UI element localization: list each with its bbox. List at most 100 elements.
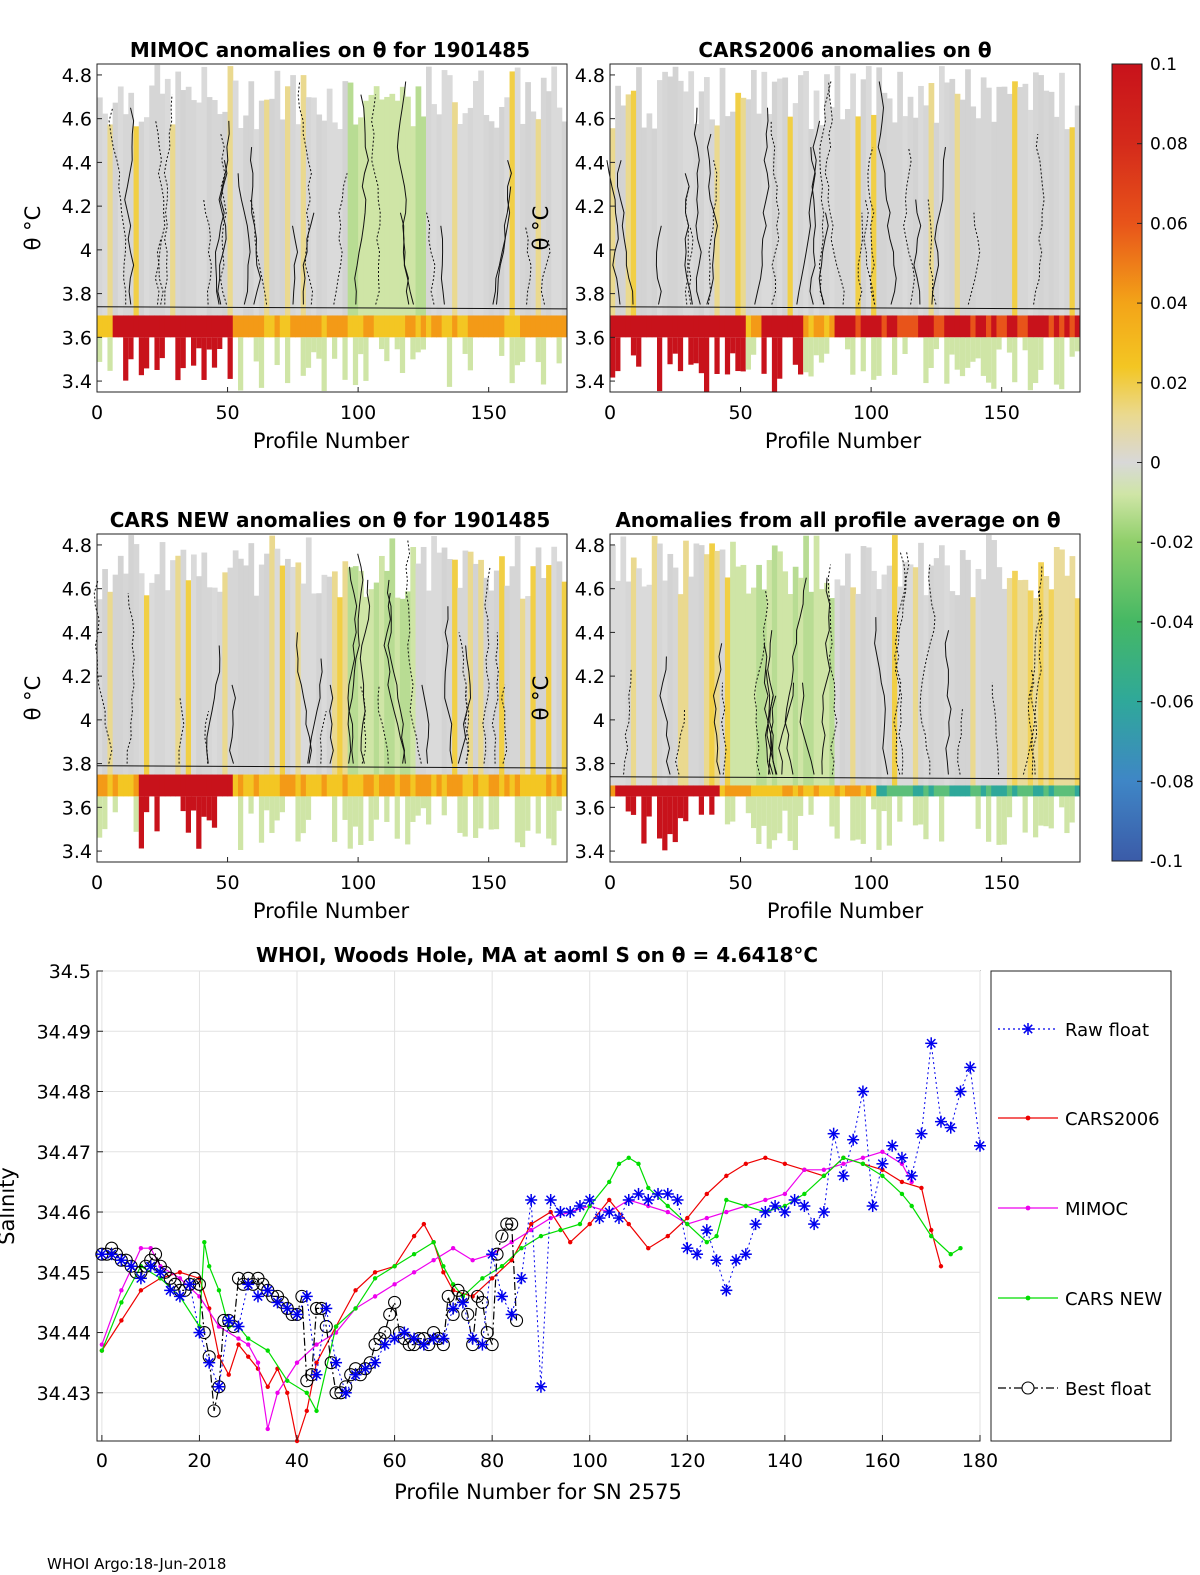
heatmap-cell [829, 315, 836, 338]
heatmap-cell [201, 337, 207, 380]
data-point-star [300, 1290, 313, 1303]
heatmap-contour [893, 551, 910, 775]
heatmap-cell [881, 315, 888, 338]
heatmap-cell [379, 555, 385, 775]
heatmap-cell [185, 86, 192, 316]
heatmap-cell [389, 93, 396, 316]
heatmap-cell [311, 774, 317, 797]
heatmap-cell [1022, 796, 1028, 833]
heatmap-cell [337, 597, 343, 775]
heatmap-contour [426, 212, 436, 305]
heatmap-cell [211, 315, 218, 338]
heatmap-cell [724, 116, 731, 316]
heatmap-cell [123, 337, 129, 381]
heatmap-contour [540, 238, 551, 305]
heatmap-cell [561, 581, 568, 775]
heatmap-cell [274, 548, 281, 775]
y-tick-label: 4.4 [575, 152, 605, 174]
heatmap-cell [467, 107, 474, 316]
data-point-star [251, 1290, 264, 1303]
data-point [704, 1239, 710, 1245]
heatmap-cell [876, 796, 882, 850]
heatmap-cell [959, 337, 966, 377]
heatmap-cell [897, 71, 903, 316]
data-point-circle [480, 1325, 494, 1340]
heatmap-contour [219, 133, 227, 305]
heatmap-cell [949, 78, 956, 316]
y-tick-label: 4 [593, 240, 605, 262]
heatmap-cell [1069, 785, 1076, 797]
heatmap-cell [394, 796, 400, 839]
heatmap-cell [300, 796, 306, 834]
data-point-star [778, 1206, 791, 1219]
heatmap-cell [1027, 109, 1034, 316]
heatmap-cell [332, 337, 338, 359]
heatmap-contour [753, 590, 769, 775]
heatmap-cell [761, 315, 768, 338]
heatmap-contour [778, 682, 794, 775]
heatmap-contour [214, 160, 228, 305]
line-chart-ticks: 0 20 40 60 80 100 120 140 160 180 34.43 34.44 34.45 3… [37, 961, 999, 1472]
heatmap-cell [342, 561, 349, 775]
heatmap-cell [379, 99, 385, 316]
heatmap-cell [610, 545, 616, 786]
heatmap-cell [636, 315, 642, 338]
heatmap-cell [530, 566, 537, 775]
heatmap-cell [206, 97, 213, 316]
heatmap-cell [258, 315, 265, 338]
heatmap-cell [907, 564, 914, 786]
heatmap-cell [368, 589, 375, 775]
heatmap-cell [509, 71, 516, 316]
data-point-star [515, 1272, 528, 1285]
heatmap-cell [651, 315, 658, 338]
data-point-star [1022, 1023, 1034, 1035]
heatmap-cell [379, 315, 385, 338]
heatmap-cell [248, 774, 255, 797]
x-tick-label: 120 [669, 1450, 705, 1472]
heatmap-cell [923, 796, 929, 840]
heatmap-cell [860, 315, 867, 338]
heatmap-cell [677, 337, 684, 372]
heatmap-cell [473, 315, 479, 338]
data-point [782, 1203, 788, 1209]
y-tick-label: 4 [593, 710, 605, 732]
heatmap-cell [520, 796, 526, 848]
heatmap-cell [813, 90, 820, 316]
heatmap-cell [446, 75, 453, 316]
data-point [304, 1390, 309, 1395]
heatmap-cell [368, 315, 375, 338]
legend-swatch-marker [1025, 1115, 1031, 1121]
heatmap-cell [792, 796, 798, 851]
heatmap-cell [185, 774, 192, 797]
y-tick-label: 34.5 [49, 961, 91, 983]
legend-item-cars-new: CARS NEW [998, 1289, 1162, 1310]
heatmap-cell [787, 116, 794, 316]
heatmap-cell [975, 785, 982, 797]
heatmap-cell [813, 337, 819, 356]
heatmap-cell [954, 93, 961, 316]
heatmap-cell [180, 796, 186, 812]
colorbar-tick-label: 0.08 [1150, 135, 1188, 155]
heatmap-cell [138, 796, 144, 849]
colorbar-tick-label: -0.04 [1150, 613, 1194, 633]
heatmap-cell [876, 315, 883, 338]
heatmap-cell [358, 315, 364, 338]
heatmap-cell [332, 315, 338, 338]
heatmap-cell [546, 796, 552, 839]
heatmap-contour [655, 225, 662, 305]
heatmap-cell [514, 535, 521, 775]
heatmap-cell [546, 91, 552, 316]
data-point-star [486, 1248, 499, 1261]
legend-label: CARS2006 [1065, 1109, 1160, 1130]
heatmap-cell [420, 796, 426, 809]
data-point-star [603, 1206, 616, 1219]
heatmap-cell [546, 565, 552, 775]
data-point [841, 1155, 846, 1160]
heatmap-cell [641, 785, 648, 797]
heatmap-cell [525, 796, 531, 831]
heatmap-cell [243, 774, 249, 797]
heatmap-cell [1059, 796, 1065, 808]
heatmap-cell [191, 100, 197, 316]
heatmap-cell [384, 796, 390, 822]
